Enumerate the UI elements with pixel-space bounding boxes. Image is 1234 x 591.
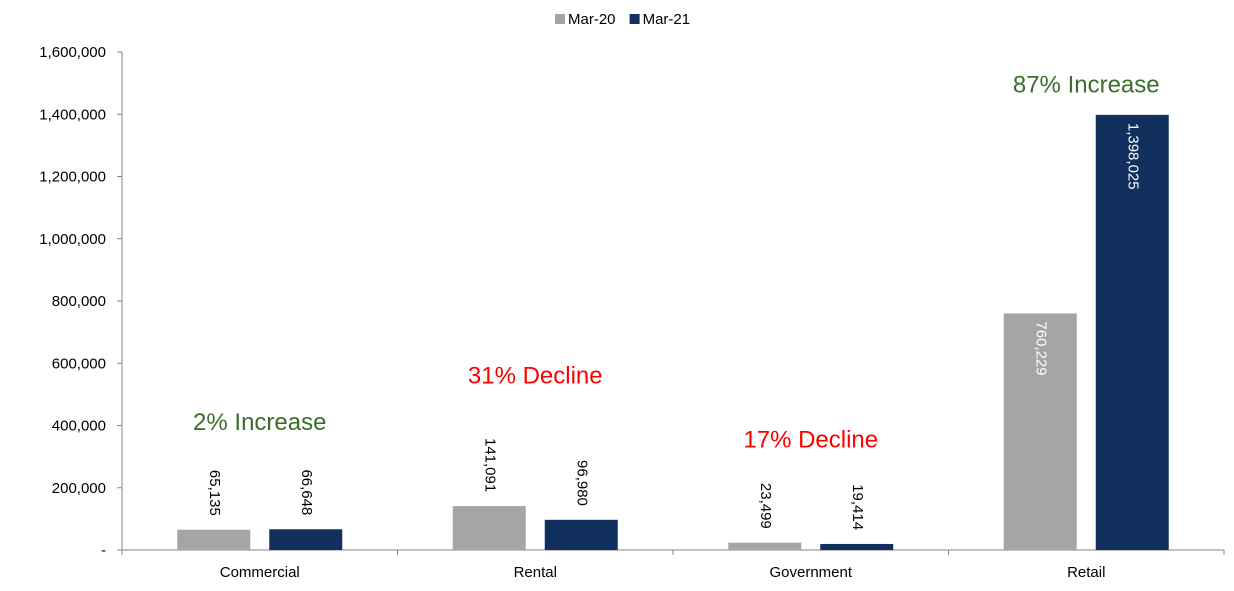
annotation: 2% Increase bbox=[193, 409, 326, 436]
x-tick-label: Government bbox=[769, 564, 852, 581]
legend: Mar-20 Mar-21 bbox=[555, 11, 690, 28]
bar bbox=[177, 529, 251, 550]
legend-label: Mar-21 bbox=[643, 11, 691, 28]
data-label: 760,229 bbox=[1032, 321, 1049, 375]
data-label: 1,398,025 bbox=[1124, 123, 1141, 190]
y-tick-label: 1,000,000 bbox=[39, 231, 106, 248]
x-tick-label: Commercial bbox=[220, 564, 300, 581]
x-tick-label: Rental bbox=[514, 564, 557, 581]
y-tick-label: 1,400,000 bbox=[39, 106, 106, 123]
legend-swatch bbox=[629, 14, 640, 24]
legend-swatch bbox=[555, 14, 565, 24]
data-label: 141,091 bbox=[481, 438, 498, 492]
y-tick-label: 400,000 bbox=[52, 418, 106, 435]
data-label: 66,648 bbox=[298, 469, 315, 515]
annotation: 87% Increase bbox=[1013, 71, 1160, 98]
data-label: 65,135 bbox=[206, 470, 223, 516]
y-tick-label: 600,000 bbox=[52, 355, 106, 372]
bar bbox=[1003, 313, 1077, 550]
bar bbox=[728, 542, 802, 550]
bar bbox=[820, 543, 894, 550]
annotation: 17% Decline bbox=[743, 426, 878, 453]
bars bbox=[177, 114, 1169, 550]
bar bbox=[269, 529, 343, 550]
data-label: 23,499 bbox=[757, 483, 774, 529]
y-axis: - 200,000 400,000 600,000 800,000 1,000,000 1,… bbox=[39, 44, 123, 559]
legend-label: Mar-20 bbox=[568, 11, 616, 28]
data-label: 19,414 bbox=[849, 484, 866, 530]
bar bbox=[544, 519, 618, 550]
y-tick-label: - bbox=[101, 542, 106, 559]
annotations: 2% Increase 31% Decline 17% Decline 87% Inc… bbox=[193, 71, 1160, 453]
y-tick-label: 800,000 bbox=[52, 293, 106, 310]
bar bbox=[1095, 114, 1169, 550]
x-tick-label: Retail bbox=[1067, 564, 1105, 581]
x-axis: Commercial Rental Government Retail bbox=[121, 549, 1225, 581]
y-tick-label: 200,000 bbox=[52, 480, 106, 497]
y-tick-label: 1,600,000 bbox=[39, 44, 106, 61]
data-label: 96,980 bbox=[573, 460, 590, 506]
annotation: 31% Decline bbox=[468, 362, 603, 389]
data-labels: 65,135 66,648 141,091 96,980 23,499 19,414 760… bbox=[206, 123, 1142, 530]
y-tick-label: 1,200,000 bbox=[39, 169, 106, 186]
bar bbox=[452, 506, 526, 550]
